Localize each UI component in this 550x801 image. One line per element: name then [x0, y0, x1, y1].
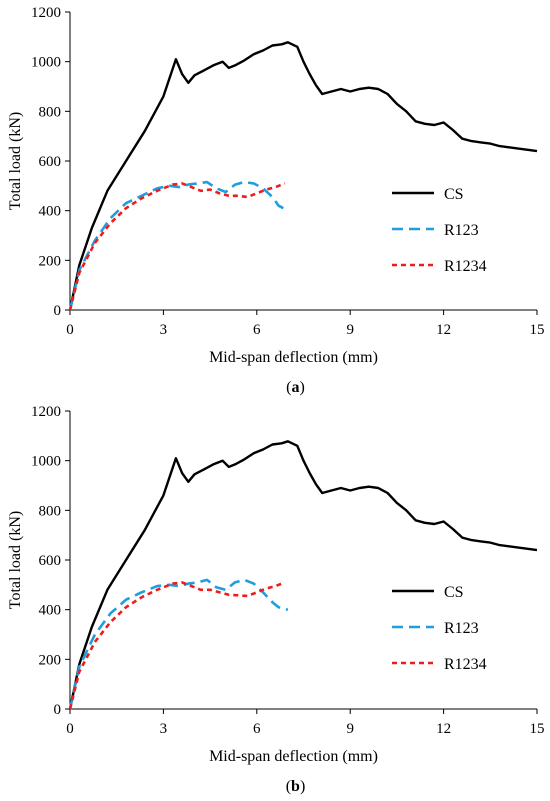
x-tick-label: 0	[66, 721, 74, 737]
y-axis-label: Total load (kN)	[7, 112, 24, 210]
legend-label-r1234: R1234	[444, 656, 487, 673]
legend-label-cs: CS	[444, 584, 464, 601]
y-tick-label: 0	[54, 702, 62, 718]
x-tick-label: 9	[346, 322, 354, 338]
y-tick-label: 600	[39, 553, 62, 569]
series-line-r1234	[68, 182, 286, 311]
x-tick-label: 9	[346, 721, 354, 737]
y-tick-label: 1200	[31, 5, 61, 21]
x-tick-label: 3	[160, 721, 168, 737]
legend-label-r123: R123	[444, 620, 479, 637]
y-tick-label: 400	[39, 603, 62, 619]
y-tick-label: 200	[39, 253, 62, 269]
y-tick-label: 400	[39, 204, 62, 220]
x-tick-label: 12	[436, 322, 451, 338]
x-axis-label: Mid-span deflection (mm)	[209, 748, 378, 765]
y-tick-label: 600	[39, 154, 62, 170]
x-tick-label: 6	[253, 322, 261, 338]
series-line-cs	[68, 440, 538, 710]
y-axis-label: Total load (kN)	[7, 511, 24, 609]
y-tick-label: 800	[39, 104, 62, 120]
chart-panel-a: 0 200 400 600 800 1000 1200 0 3 6 9 12 15 Mid-span de…	[7, 5, 545, 396]
series-line-r1234	[68, 581, 286, 710]
legend-label-r1234: R1234	[444, 258, 487, 275]
legend: CS R123 R1234	[392, 584, 487, 673]
panel-caption-letter: a	[292, 379, 300, 396]
series-line-r123	[68, 180, 289, 311]
x-tick-label: 6	[253, 721, 261, 737]
y-tick-label: 1200	[31, 404, 61, 420]
x-tick-label: 12	[436, 721, 451, 737]
x-tick-label: 15	[530, 721, 545, 737]
chart-panel-b: 0 200 400 600 800 1000 1200 0 3 6 9 12 15 Mid-span de…	[7, 404, 545, 795]
series-line-cs	[68, 41, 538, 311]
legend-label-r123: R123	[444, 222, 479, 239]
y-tick-label: 800	[39, 503, 62, 519]
y-tick-label: 0	[54, 303, 62, 319]
legend-label-cs: CS	[444, 186, 464, 203]
y-tick-label: 1000	[31, 454, 61, 470]
x-tick-label: 0	[66, 322, 74, 338]
legend: CS R123 R1234	[392, 186, 487, 275]
series-line-r123	[68, 578, 289, 710]
y-tick-label: 1000	[31, 55, 61, 71]
y-tick-label: 200	[39, 652, 62, 668]
x-axis-label: Mid-span deflection (mm)	[209, 349, 378, 366]
x-tick-label: 3	[160, 322, 168, 338]
panel-caption: (a)	[286, 379, 305, 396]
x-tick-label: 15	[530, 322, 545, 338]
panel-caption-letter: b	[291, 778, 300, 795]
panel-caption: (b)	[286, 778, 306, 795]
